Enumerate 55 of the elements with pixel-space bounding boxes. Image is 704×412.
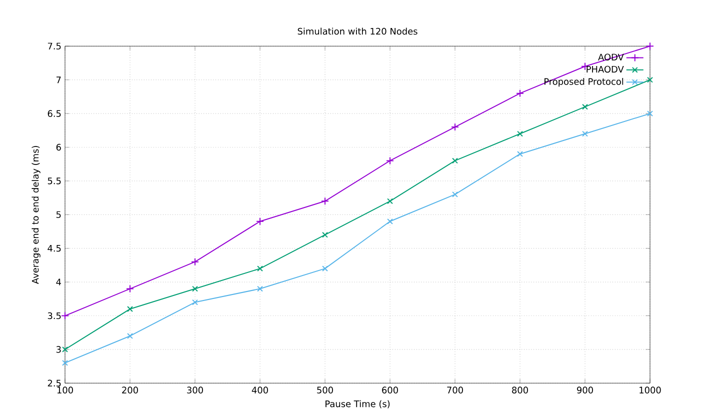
point <box>387 218 393 225</box>
y-tick-label: 2.5 <box>48 380 61 387</box>
point <box>452 192 458 198</box>
point <box>191 258 199 266</box>
legend-label: PHAODV <box>586 66 624 73</box>
y-tick-label: 7.5 <box>48 43 61 50</box>
point <box>516 90 524 98</box>
point <box>386 156 394 165</box>
point <box>256 218 264 226</box>
point <box>62 346 68 353</box>
x-tick-label: 500 <box>317 386 333 394</box>
point <box>257 286 263 292</box>
y-axis-title: Average end to end delay (ms) <box>32 146 40 284</box>
y-tick-label: 4.5 <box>48 245 61 252</box>
y-tick-label: 5.5 <box>48 178 61 184</box>
x-tick-label: 400 <box>252 386 268 394</box>
x-axis-title: Pause Time (s) <box>326 400 390 408</box>
legend-label: Proposed Protocol <box>544 78 624 87</box>
point <box>192 300 198 306</box>
x-tick-label: 800 <box>512 386 528 394</box>
point <box>127 333 133 340</box>
point <box>257 266 263 272</box>
point <box>582 131 588 137</box>
point <box>61 312 69 320</box>
point <box>647 77 653 84</box>
chart-title: Simulation with 120 Nodes <box>298 28 418 35</box>
point <box>387 198 393 204</box>
point <box>127 306 133 312</box>
x-tick-label: 900 <box>577 386 593 394</box>
point <box>452 158 458 164</box>
x-tick-label: 100 <box>57 386 73 394</box>
x-tick-label: 600 <box>382 386 398 394</box>
y-tick-label: 3 <box>56 346 61 354</box>
x-tick-label: 300 <box>187 386 203 394</box>
point <box>517 151 523 158</box>
point <box>582 104 588 110</box>
y-tick-label: 5 <box>56 212 61 218</box>
point <box>646 42 654 50</box>
x-tick-label: 1000 <box>640 386 661 394</box>
point <box>451 123 459 132</box>
x-tick-label: 200 <box>122 386 138 394</box>
point <box>647 110 653 117</box>
point <box>322 266 328 272</box>
y-tick-label: 7 <box>56 76 61 84</box>
y-tick-label: 6.5 <box>48 110 61 118</box>
y-tick-label: 6 <box>56 144 61 151</box>
point <box>517 131 523 137</box>
y-tick-label: 4 <box>56 278 61 286</box>
point <box>126 284 134 293</box>
point <box>322 232 328 238</box>
point <box>321 197 329 206</box>
point <box>192 286 198 292</box>
y-tick-label: 3.5 <box>48 312 61 320</box>
point <box>62 360 68 366</box>
x-tick-label: 700 <box>447 386 463 394</box>
